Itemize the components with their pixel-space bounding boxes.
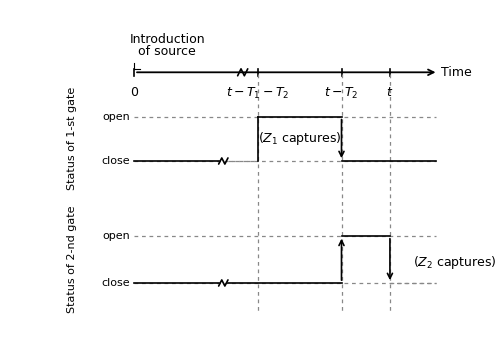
Text: close: close (102, 278, 130, 288)
Text: Introduction: Introduction (130, 33, 205, 46)
Text: of source: of source (138, 45, 196, 58)
Text: open: open (102, 231, 130, 241)
Text: $t - T_1 - T_2$: $t - T_1 - T_2$ (226, 86, 290, 101)
Text: close: close (102, 156, 130, 166)
Text: $t - T_2$: $t - T_2$ (324, 86, 358, 101)
Text: Status of 1-st gate: Status of 1-st gate (67, 87, 77, 190)
Text: $t$: $t$ (386, 86, 394, 99)
Text: $(Z_1$ captures$)$: $(Z_1$ captures$)$ (258, 130, 342, 147)
Text: 0: 0 (130, 86, 138, 99)
Text: open: open (102, 112, 130, 122)
Text: Time: Time (442, 66, 472, 79)
Text: Status of 2-nd gate: Status of 2-nd gate (67, 206, 77, 313)
Text: $(Z_2$ captures$)$: $(Z_2$ captures$)$ (413, 254, 497, 271)
